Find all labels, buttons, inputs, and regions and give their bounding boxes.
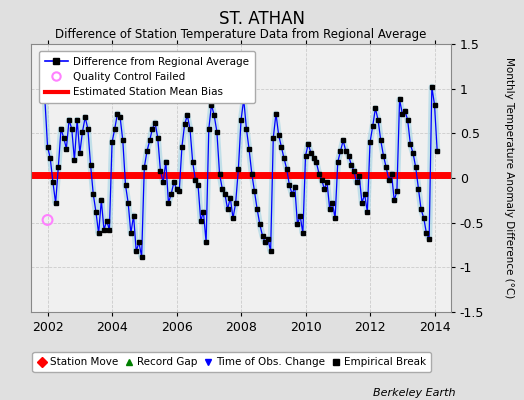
Y-axis label: Monthly Temperature Anomaly Difference (°C): Monthly Temperature Anomaly Difference (… [504, 57, 514, 299]
Title: Difference of Station Temperature Data from Regional Average: Difference of Station Temperature Data f… [56, 28, 427, 42]
Text: ST. ATHAN: ST. ATHAN [219, 10, 305, 28]
Text: Berkeley Earth: Berkeley Earth [374, 388, 456, 398]
Point [43, 217, 52, 223]
Legend: Station Move, Record Gap, Time of Obs. Change, Empirical Break: Station Move, Record Gap, Time of Obs. C… [32, 352, 431, 372]
